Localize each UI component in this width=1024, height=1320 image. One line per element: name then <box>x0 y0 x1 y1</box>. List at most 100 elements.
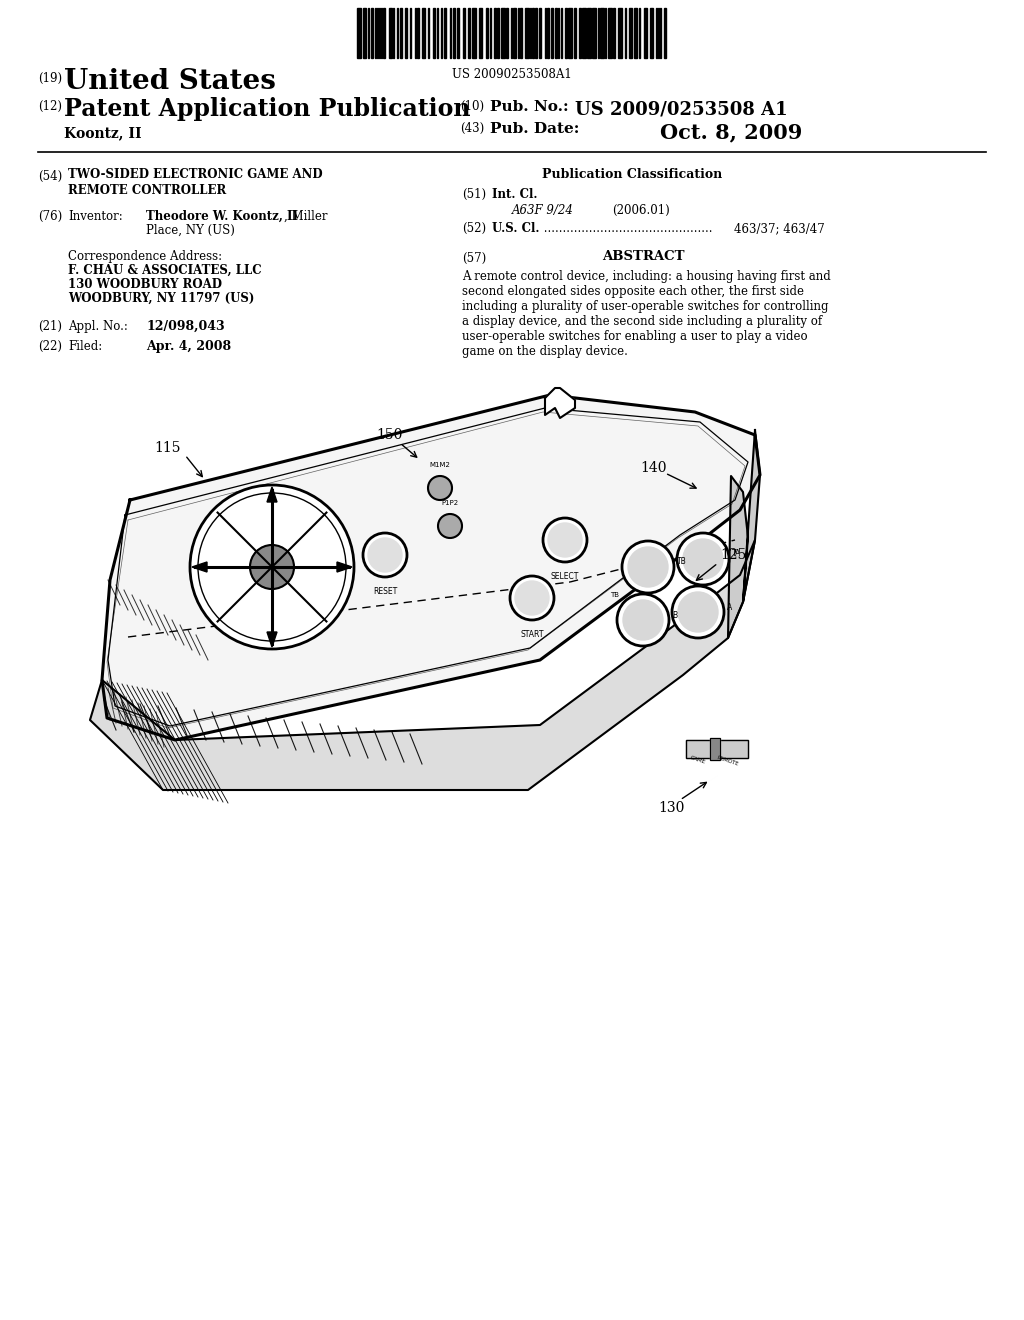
Bar <box>494 8 496 58</box>
Bar <box>579 8 581 58</box>
Text: TWO-SIDED ELECTRONIC GAME AND: TWO-SIDED ELECTRONIC GAME AND <box>68 168 323 181</box>
Text: 463/37; 463/47: 463/37; 463/47 <box>734 222 824 235</box>
Polygon shape <box>545 388 575 418</box>
Text: game on the display device.: game on the display device. <box>462 345 628 358</box>
Text: M1M2: M1M2 <box>429 462 451 469</box>
Text: Appl. No.:: Appl. No.: <box>68 319 128 333</box>
Text: TB: TB <box>677 557 687 566</box>
Text: (54): (54) <box>38 170 62 183</box>
Text: Place, NY (US): Place, NY (US) <box>146 224 234 238</box>
Polygon shape <box>90 540 755 789</box>
Circle shape <box>510 576 554 620</box>
Bar <box>710 738 720 760</box>
Text: including a plurality of user-operable switches for controlling: including a plurality of user-operable s… <box>462 300 828 313</box>
Text: Oct. 8, 2009: Oct. 8, 2009 <box>660 121 803 143</box>
Polygon shape <box>267 632 278 647</box>
Text: 130 WOODBURY ROAD: 130 WOODBURY ROAD <box>68 279 222 290</box>
Circle shape <box>190 484 354 649</box>
Circle shape <box>362 533 407 577</box>
Text: United States: United States <box>63 69 275 95</box>
Bar <box>535 8 537 58</box>
Circle shape <box>623 601 663 640</box>
Bar <box>650 8 653 58</box>
Text: (10): (10) <box>460 100 484 114</box>
Text: P1P2: P1P2 <box>441 500 459 506</box>
Text: , Miller: , Miller <box>284 210 328 223</box>
Circle shape <box>368 539 402 572</box>
Bar <box>664 8 666 58</box>
Bar <box>506 8 508 58</box>
Text: GAME: GAME <box>689 755 706 764</box>
Bar <box>551 8 553 58</box>
Bar <box>587 8 591 58</box>
Text: A remote control device, including: a housing having first and: A remote control device, including: a ho… <box>462 271 830 282</box>
Text: 125: 125 <box>720 548 746 562</box>
Circle shape <box>683 539 723 579</box>
Text: Int. Cl.: Int. Cl. <box>492 187 538 201</box>
Circle shape <box>677 533 729 585</box>
Circle shape <box>548 523 582 557</box>
Text: a display device, and the second side including a plurality of: a display device, and the second side in… <box>462 315 822 327</box>
Text: (2006.01): (2006.01) <box>612 205 670 216</box>
Polygon shape <box>728 430 760 638</box>
Text: second elongated sides opposite each other, the first side: second elongated sides opposite each oth… <box>462 285 804 298</box>
Text: Publication Classification: Publication Classification <box>542 168 722 181</box>
Polygon shape <box>102 395 760 741</box>
Bar <box>520 8 522 58</box>
Bar <box>406 8 407 58</box>
Text: SELECT: SELECT <box>551 572 580 581</box>
Text: 115: 115 <box>155 441 181 455</box>
Bar <box>486 8 488 58</box>
Bar <box>422 8 425 58</box>
Text: Apr. 4, 2008: Apr. 4, 2008 <box>146 341 231 352</box>
Circle shape <box>672 586 724 638</box>
Text: 150: 150 <box>377 428 403 442</box>
Bar <box>600 8 604 58</box>
Bar <box>547 8 549 58</box>
Bar <box>463 8 465 58</box>
Bar <box>457 8 459 58</box>
Circle shape <box>515 581 549 615</box>
Text: Pub. No.:: Pub. No.: <box>490 100 568 114</box>
Text: (52): (52) <box>462 222 486 235</box>
Bar <box>710 738 720 760</box>
Text: REMOTE: REMOTE <box>716 755 739 767</box>
Text: Inventor:: Inventor: <box>68 210 123 223</box>
Text: (57): (57) <box>462 252 486 265</box>
Text: 12/098,043: 12/098,043 <box>146 319 224 333</box>
Bar <box>501 8 505 58</box>
Text: (51): (51) <box>462 187 486 201</box>
Text: A63F 9/24: A63F 9/24 <box>512 205 573 216</box>
Text: TB: TB <box>610 591 620 598</box>
Bar <box>497 8 499 58</box>
Bar <box>417 8 419 58</box>
Text: Theodore W. Koontz, II: Theodore W. Koontz, II <box>146 210 298 223</box>
Text: US 20090253508A1: US 20090253508A1 <box>453 69 571 81</box>
Bar <box>371 8 373 58</box>
Polygon shape <box>193 562 207 572</box>
Bar <box>479 8 482 58</box>
Text: user-operable switches for enabling a user to play a video: user-operable switches for enabling a us… <box>462 330 808 343</box>
Text: (43): (43) <box>460 121 484 135</box>
Text: START: START <box>520 630 544 639</box>
Bar <box>468 8 470 58</box>
Bar <box>383 8 385 58</box>
Text: B: B <box>672 610 677 619</box>
Bar <box>525 8 529 58</box>
Circle shape <box>438 513 462 539</box>
Text: WOODBURY, NY 11797 (US): WOODBURY, NY 11797 (US) <box>68 292 254 305</box>
Text: Pub. Date:: Pub. Date: <box>490 121 580 136</box>
Bar <box>532 8 534 58</box>
Bar <box>433 8 435 58</box>
Bar <box>644 8 647 58</box>
Bar <box>539 8 541 58</box>
Text: RESET: RESET <box>373 587 397 597</box>
Bar <box>582 8 586 58</box>
Text: Koontz, II: Koontz, II <box>63 125 141 140</box>
Bar <box>618 8 622 58</box>
Bar <box>444 8 446 58</box>
Bar <box>592 8 596 58</box>
Text: (12): (12) <box>38 100 62 114</box>
Bar <box>613 8 615 58</box>
Bar <box>574 8 575 58</box>
